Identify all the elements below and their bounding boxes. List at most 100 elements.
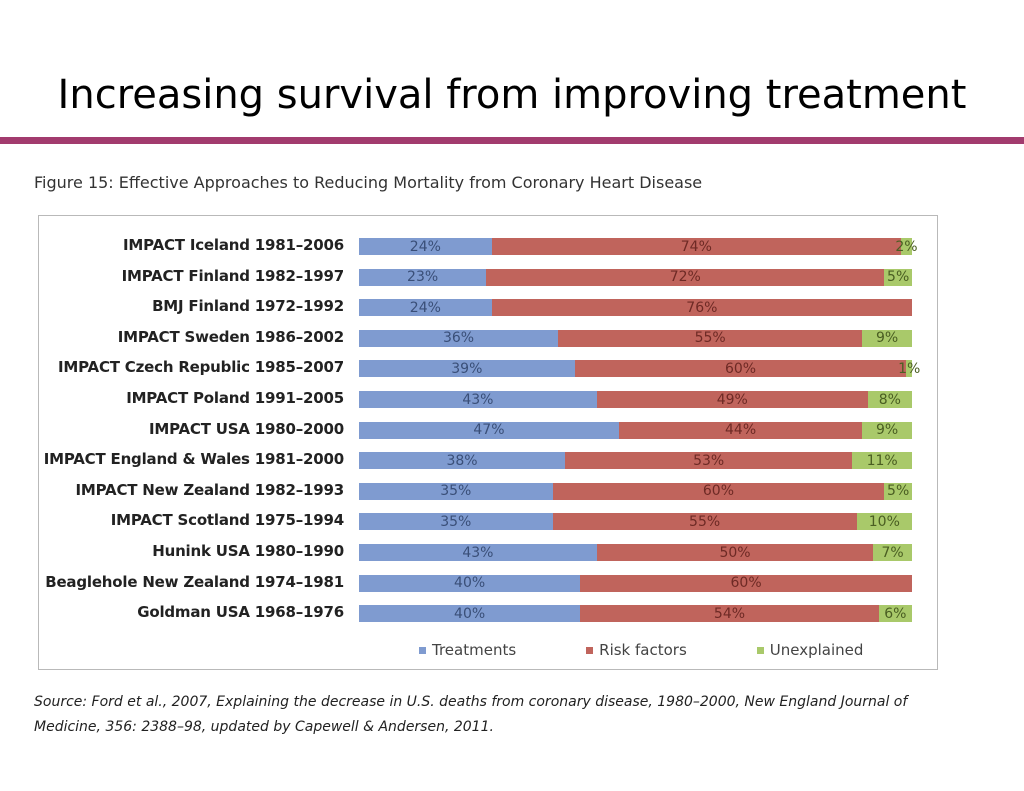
data-label: 40%: [454, 575, 486, 592]
legend-item: Treatments: [419, 641, 516, 659]
row-label: IMPACT Scotland 1975–1994: [110, 511, 344, 530]
slide-title: Increasing survival from improving treat…: [57, 72, 967, 118]
bar-segment-treat: 47%: [359, 421, 619, 439]
data-label: 72%: [669, 269, 701, 286]
row-label: IMPACT Iceland 1981–2006: [123, 236, 344, 254]
bar-segment-treat: 43%: [359, 544, 597, 561]
chart-legend: Treatments Risk factors Unexplained: [419, 641, 863, 659]
bar-segment-unexp: 6%: [878, 605, 912, 623]
row-label: IMPACT Poland 1991–2005: [126, 389, 344, 407]
bar-segment-unexp: 11%: [852, 452, 912, 470]
bar-segment-risk: 60%: [574, 360, 907, 378]
data-label: 60%: [724, 360, 757, 377]
bar-segment-treat: 40%: [359, 605, 581, 623]
bar-segment-risk: 74%: [491, 238, 901, 255]
data-label: 35%: [440, 483, 472, 500]
data-label: 53%: [693, 452, 725, 469]
data-label: 9%: [875, 422, 899, 439]
bar-segment-treat: 39%: [359, 360, 575, 378]
data-label: 49%: [716, 391, 748, 408]
bar-segment-treat: 23%: [359, 268, 487, 286]
data-label: 10%: [868, 513, 900, 530]
data-label: 8%: [878, 391, 901, 408]
bar-segment-treat: 35%: [359, 513, 553, 531]
stacked-bar: 24% 76%: [359, 299, 912, 317]
bar-segment-risk: 54%: [580, 605, 879, 623]
row-label: IMPACT New Zealand 1982–1993: [75, 480, 345, 499]
figure-caption: Figure 15: Effective Approaches to Reduc…: [34, 173, 703, 192]
data-label: 11%: [866, 452, 898, 469]
bar-segment-unexp: 9%: [862, 329, 912, 347]
bar-segment-unexp: 10%: [856, 513, 912, 531]
data-label: 55%: [689, 513, 721, 530]
bar-segment-risk: 49%: [596, 391, 868, 408]
legend-label: Treatments: [432, 641, 517, 659]
title-divider: [0, 137, 1024, 144]
stacked-bar: 36% 55% 9%: [359, 329, 912, 347]
bar-segment-risk: 44%: [618, 421, 863, 439]
data-label: 47%: [473, 422, 505, 439]
chart-frame: IMPACT Iceland 1981–2006 24% 74% 2% IMPACT F…: [38, 215, 938, 670]
bar-segment-treat: 38%: [359, 452, 566, 470]
stacked-bar: 35% 60% 5%: [359, 482, 912, 500]
stacked-bar: 40% 60%: [359, 574, 912, 592]
bar-segment-unexp: 7%: [873, 544, 912, 561]
bar-segment-unexp: 8%: [867, 391, 912, 408]
legend-swatch: [586, 646, 594, 654]
data-label: 43%: [462, 544, 494, 561]
bar-segment-unexp: 9%: [862, 421, 912, 439]
stacked-bar: 40% 54% 6%: [359, 605, 912, 623]
bar-segment-treat: 24%: [359, 238, 492, 255]
legend-label: Unexplained: [769, 641, 864, 659]
data-label: 7%: [881, 544, 904, 561]
data-label: 54%: [713, 605, 746, 622]
legend-item: Risk factors: [586, 641, 687, 659]
bar-segment-treat: 35%: [359, 482, 553, 500]
bar-segment-treat: 43%: [359, 391, 597, 408]
data-label: 35%: [440, 513, 472, 530]
bar-segment-risk: 60%: [580, 574, 912, 592]
legend-swatch: [419, 646, 426, 654]
bar-segment-treat: 24%: [359, 299, 492, 317]
data-label: 9%: [875, 330, 899, 347]
data-label: 40%: [454, 605, 486, 622]
bar-segment-risk: 76%: [491, 299, 912, 317]
bar-segment-unexp: 5%: [884, 268, 912, 286]
data-label: 44%: [725, 422, 757, 439]
data-label: 60%: [730, 575, 762, 592]
row-label: Goldman USA 1968–1976: [137, 603, 344, 622]
bar-segment-risk: 72%: [486, 268, 885, 286]
bar-segment-risk: 55%: [552, 513, 857, 531]
row-label: BMJ Finland 1972–1992: [152, 297, 344, 316]
row-label: IMPACT England & Wales 1981–2000: [43, 450, 344, 469]
row-label: Hunink USA 1980–1990: [152, 542, 344, 560]
stacked-bar: 47% 44% 9%: [359, 421, 912, 439]
data-label: 50%: [719, 544, 751, 561]
data-label: 39%: [451, 360, 483, 377]
data-label: 76%: [686, 299, 718, 316]
data-label: 5%: [887, 483, 910, 500]
source-note: Source: Ford et al., 2007, Explaining th…: [34, 694, 908, 735]
row-label: IMPACT USA 1980–2000: [148, 419, 344, 438]
data-label: 36%: [442, 330, 475, 347]
data-label: 23%: [407, 269, 439, 286]
stacked-bar: 38% 53% 11%: [359, 452, 912, 470]
legend-swatch: [756, 646, 764, 654]
bar-segment-unexp: 5%: [884, 482, 912, 500]
stacked-bar: 43% 50% 7%: [359, 544, 912, 561]
legend-label: Risk factors: [599, 641, 687, 659]
bar-segment-treat: 36%: [359, 329, 559, 347]
data-label: 38%: [446, 452, 478, 469]
bar-segment-risk: 50%: [596, 544, 874, 561]
data-label: 1%: [898, 360, 921, 377]
legend-item: Unexplained: [756, 641, 864, 659]
row-label: IMPACT Finland 1982–1997: [121, 266, 345, 285]
bar-segment-risk: 60%: [552, 482, 885, 500]
row-label: IMPACT Sweden 1986–2002: [117, 327, 344, 346]
data-label: 55%: [694, 330, 726, 347]
data-label: 74%: [680, 238, 712, 255]
stacked-bar: 39% 60% 1%: [359, 360, 920, 378]
bar-segment-unexp: 2%: [895, 238, 918, 255]
stacked-bar: 24% 74% 2%: [359, 238, 918, 255]
stacked-bar: 35% 55% 10%: [359, 513, 912, 531]
